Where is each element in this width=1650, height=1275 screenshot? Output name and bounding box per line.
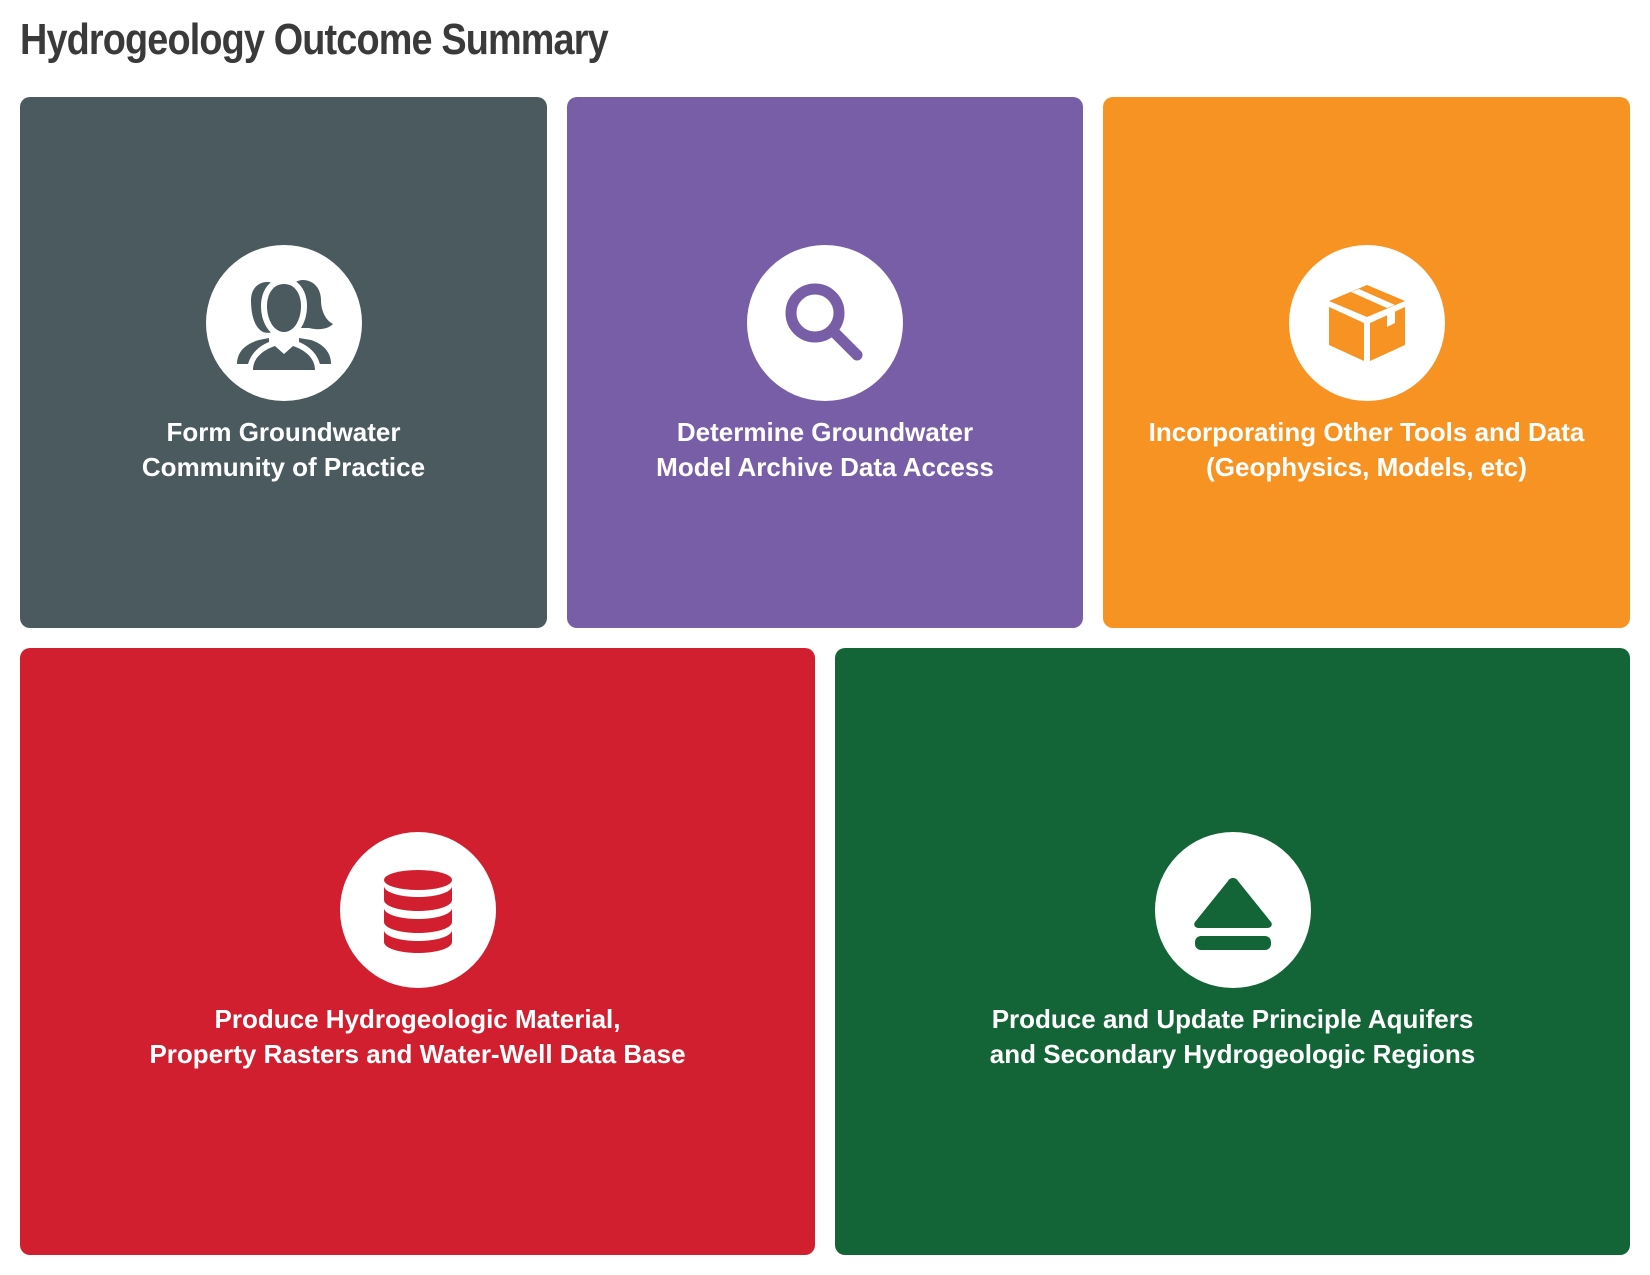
people-group-icon (236, 278, 333, 372)
card-label: Produce and Update Principle Aquifers an… (835, 1002, 1630, 1072)
card-label: Form Groundwater Community of Practice (20, 415, 547, 485)
card-label: Incorporating Other Tools and Data (Geop… (1103, 415, 1630, 485)
card-label-line: Community of Practice (141, 452, 426, 482)
outcome-card-principle-aquifers: Produce and Update Principle Aquifers an… (835, 648, 1630, 1255)
card-label-line: Form Groundwater (166, 417, 401, 447)
card-label-line: Determine Groundwater (676, 417, 974, 447)
card-label-line: Produce and Update Principle Aquifers (991, 1004, 1474, 1034)
outcome-card-model-archive: Determine Groundwater Model Archive Data… (567, 97, 1083, 628)
card-label-line: Incorporating Other Tools and Data (1148, 417, 1585, 447)
box-package-icon (1328, 285, 1405, 361)
card-label-line: and Secondary Hydrogeologic Regions (989, 1039, 1476, 1069)
icon-circle (747, 245, 903, 401)
icon-circle (205, 245, 362, 401)
outcome-card-other-tools: Incorporating Other Tools and Data (Geop… (1103, 97, 1630, 628)
icon-circle (1154, 832, 1311, 988)
icon-circle (1288, 245, 1445, 401)
database-icon (383, 870, 452, 953)
card-label-line: Property Rasters and Water-Well Data Bas… (149, 1039, 686, 1069)
outcome-card-hydrogeologic-material: Produce Hydrogeologic Material, Property… (20, 648, 815, 1255)
eject-icon (1193, 878, 1272, 950)
card-label-line: (Geophysics, Models, etc) (1206, 452, 1527, 482)
card-label: Produce Hydrogeologic Material, Property… (20, 1002, 815, 1072)
card-label: Determine Groundwater Model Archive Data… (567, 415, 1083, 485)
card-label-line: Produce Hydrogeologic Material, (214, 1004, 621, 1034)
page-title: Hydrogeology Outcome Summary (20, 15, 609, 64)
icon-circle (339, 832, 496, 988)
magnifier-icon (785, 283, 863, 361)
card-label-line: Model Archive Data Access (656, 452, 994, 482)
outcome-card-community-of-practice: Form Groundwater Community of Practice (20, 97, 547, 628)
